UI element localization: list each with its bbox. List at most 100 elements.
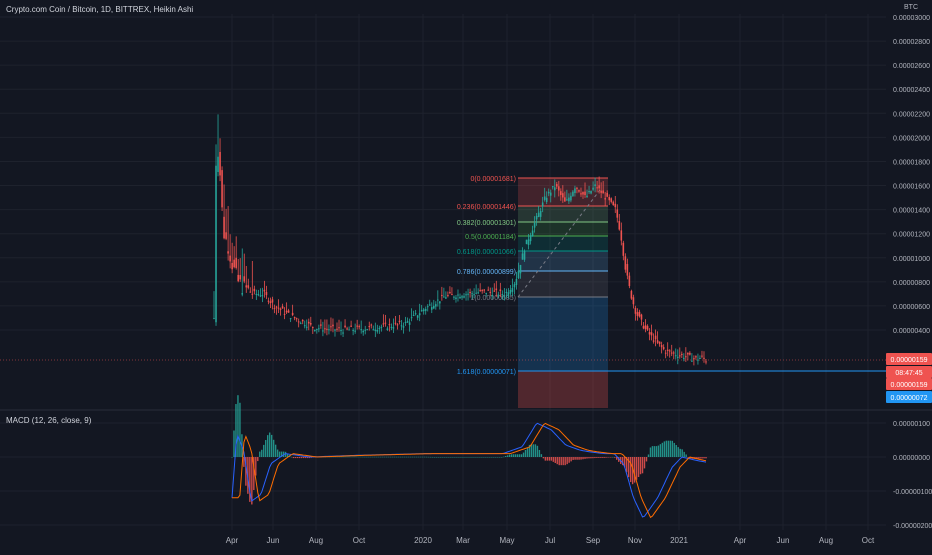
macd-axis-tick-label: -0.00000100: [893, 489, 932, 496]
macd-histogram-bar: [508, 454, 511, 457]
price-candle-body: [501, 294, 504, 296]
price-candle-body: [481, 290, 483, 292]
macd-histogram-bar: [380, 456, 382, 458]
time-axis-tick-label: Apr: [734, 536, 747, 545]
price-candle-body: [485, 292, 488, 294]
price-candle-body: [430, 307, 433, 310]
price-candle-body: [394, 322, 397, 324]
macd-histogram-bar: [245, 457, 247, 486]
macd-histogram-bar: [546, 457, 549, 461]
time-axis-tick-label: Jun: [267, 536, 280, 545]
price-axis-tick-label: 0.00000400: [893, 328, 930, 335]
macd-histogram-bar: [679, 448, 681, 457]
price-candle-body: [241, 293, 244, 295]
price-candle-body: [259, 295, 262, 297]
price-candle-body: [630, 290, 633, 299]
price-axis-badge: [886, 378, 932, 390]
price-candle-body: [626, 264, 629, 276]
price-candle-body: [640, 314, 643, 320]
macd-histogram-bar: [685, 454, 687, 457]
price-candle-body: [447, 295, 449, 297]
price-candle-body: [432, 305, 435, 309]
macd-histogram-bar: [374, 456, 376, 458]
macd-histogram-bar: [435, 457, 437, 458]
price-candle-body: [666, 349, 669, 351]
macd-histogram-bar: [637, 457, 640, 478]
macd-histogram-bar: [514, 454, 517, 457]
price-candle-body: [334, 329, 336, 331]
price-candle-body: [598, 185, 600, 189]
price-candle-body: [664, 352, 667, 354]
macd-histogram-bar: [471, 457, 473, 458]
macd-histogram-bar: [631, 457, 634, 485]
macd-histogram-bar: [257, 457, 259, 462]
price-candle-body: [437, 299, 439, 301]
macd-histogram-bar: [338, 456, 340, 458]
price-candle-body: [531, 230, 534, 237]
price-candle-body: [251, 293, 254, 295]
macd-histogram-bar: [499, 457, 501, 458]
macd-histogram-bar: [574, 457, 576, 460]
price-candle-body: [513, 284, 516, 288]
price-candle-body: [547, 191, 550, 194]
price-candle-body: [350, 325, 352, 327]
macd-histogram-bar: [627, 457, 630, 478]
macd-histogram-bar: [550, 457, 553, 461]
macd-histogram-bar: [265, 440, 267, 457]
macd-histogram-bar: [399, 456, 402, 458]
macd-histogram-bar: [653, 446, 656, 457]
price-candle-body: [594, 184, 596, 186]
macd-histogram-bar: [342, 456, 344, 458]
price-candle-body: [426, 306, 429, 308]
macd-histogram-bar: [417, 456, 420, 458]
price-candle-body: [223, 216, 225, 239]
price-candle-body: [616, 209, 619, 218]
price-candle-body: [428, 304, 431, 306]
macd-histogram-bar: [332, 456, 334, 458]
macd-histogram-bar: [233, 430, 235, 457]
macd-histogram-bar: [340, 456, 342, 458]
macd-histogram-bar: [431, 456, 434, 458]
time-axis-tick-label: 2020: [414, 536, 432, 545]
price-candle-body: [297, 321, 300, 323]
price-candle-body: [678, 355, 681, 357]
price-candle-body: [568, 197, 570, 202]
macd-histogram-bar: [453, 457, 455, 458]
macd-histogram-bar: [235, 404, 237, 457]
price-axis-badge: [886, 391, 932, 403]
price-candle-body: [511, 288, 514, 292]
fib-zone: [518, 251, 608, 271]
price-candle-body: [624, 256, 627, 270]
price-candle-body: [309, 323, 312, 325]
macd-histogram-bar: [683, 451, 685, 457]
macd-histogram-bar: [481, 457, 483, 458]
price-candle-body: [277, 307, 280, 309]
price-candle-body: [247, 285, 250, 288]
price-candle-body: [269, 301, 272, 304]
price-axis-badge: [886, 353, 932, 365]
macd-histogram-bar: [612, 457, 614, 458]
macd-title: MACD (12, 26, close, 9): [6, 416, 92, 425]
macd-histogram-bar: [534, 444, 537, 457]
symbol-title: Crypto.com Coin / Bitcoin, 1D, BITTREX, …: [6, 5, 194, 14]
fib-zone: [518, 236, 608, 251]
price-candle-body: [570, 195, 572, 201]
macd-histogram-bar: [564, 457, 566, 466]
price-candle-body: [416, 315, 419, 318]
price-candle-body: [322, 330, 324, 332]
macd-histogram-bar: [647, 454, 650, 457]
price-candle-body: [352, 329, 354, 331]
macd-histogram-bar: [623, 457, 626, 468]
price-candle-body: [691, 360, 693, 362]
macd-histogram-bar: [249, 457, 251, 502]
macd-histogram-bar: [518, 454, 521, 457]
price-candle-body: [283, 313, 286, 315]
price-candle-body: [386, 328, 389, 330]
time-axis-tick-label: Aug: [819, 536, 833, 545]
price-candle-body: [342, 332, 344, 334]
macd-histogram-bar: [276, 449, 279, 457]
price-candle-body: [620, 230, 623, 241]
price-candle-body: [608, 197, 611, 201]
price-candle-body: [305, 326, 308, 328]
